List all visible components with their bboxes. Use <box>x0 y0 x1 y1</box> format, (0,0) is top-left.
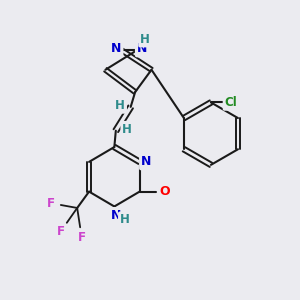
Text: H: H <box>122 123 132 136</box>
Text: F: F <box>46 196 55 210</box>
Text: F: F <box>57 225 65 238</box>
Text: H: H <box>140 33 150 46</box>
Text: H: H <box>120 213 130 226</box>
Text: N: N <box>137 42 147 56</box>
Text: F: F <box>78 231 86 244</box>
Text: H: H <box>115 99 125 112</box>
Text: Cl: Cl <box>224 96 237 109</box>
Text: N: N <box>111 209 121 222</box>
Text: O: O <box>159 185 169 198</box>
Text: N: N <box>141 155 151 168</box>
Text: N: N <box>111 42 122 56</box>
